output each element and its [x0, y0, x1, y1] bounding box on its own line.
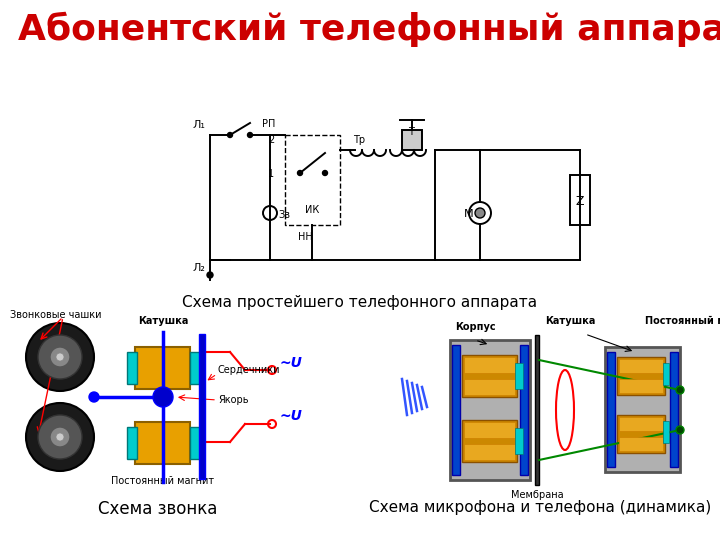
- Text: Катушка: Катушка: [545, 316, 595, 326]
- Circle shape: [26, 323, 94, 391]
- Text: РП: РП: [262, 119, 275, 129]
- Bar: [402, 130, 422, 150]
- Circle shape: [26, 403, 94, 471]
- Circle shape: [323, 171, 328, 176]
- Text: ~U: ~U: [280, 356, 303, 370]
- Circle shape: [207, 272, 213, 278]
- Bar: [605, 347, 680, 472]
- Circle shape: [228, 132, 233, 138]
- Text: Л₂: Л₂: [192, 263, 205, 273]
- Text: Сердечники: Сердечники: [218, 365, 281, 375]
- Text: М: М: [464, 209, 474, 219]
- Text: Мембрана: Мембрана: [510, 490, 563, 500]
- Text: Схема простейшего телефонного аппарата: Схема простейшего телефонного аппарата: [182, 295, 538, 310]
- Bar: [464, 422, 515, 438]
- Bar: [663, 421, 669, 443]
- Circle shape: [56, 433, 64, 441]
- Text: Z: Z: [575, 195, 583, 208]
- Text: T: T: [408, 127, 414, 137]
- Text: ~U: ~U: [280, 409, 303, 423]
- Text: Постоянный магнит: Постоянный магнит: [645, 316, 720, 326]
- Bar: [619, 359, 663, 373]
- Text: Тр: Тр: [353, 135, 365, 145]
- Circle shape: [50, 427, 70, 447]
- Bar: [617, 357, 665, 395]
- Bar: [464, 444, 515, 460]
- Bar: [619, 379, 663, 393]
- Text: 1: 1: [268, 169, 274, 179]
- Bar: [190, 352, 200, 384]
- Text: ИК: ИК: [305, 205, 319, 215]
- Bar: [199, 334, 205, 479]
- Text: 2: 2: [268, 135, 274, 145]
- Circle shape: [153, 387, 173, 407]
- Text: Схема звонка: Схема звонка: [99, 500, 217, 518]
- Bar: [135, 422, 190, 464]
- Text: Звонковые чашки: Звонковые чашки: [10, 310, 102, 320]
- Bar: [135, 347, 190, 389]
- Circle shape: [475, 208, 485, 218]
- Bar: [607, 352, 615, 467]
- Text: Зв: Зв: [278, 210, 290, 220]
- Text: Постоянный магнит: Постоянный магнит: [112, 476, 215, 486]
- Bar: [619, 437, 663, 451]
- Bar: [515, 363, 523, 389]
- Circle shape: [56, 353, 64, 361]
- Bar: [670, 352, 678, 467]
- Bar: [285, 135, 340, 225]
- Bar: [520, 345, 528, 475]
- Circle shape: [297, 171, 302, 176]
- Bar: [619, 417, 663, 431]
- Bar: [450, 340, 530, 480]
- Circle shape: [676, 386, 684, 394]
- Bar: [617, 415, 665, 453]
- Bar: [570, 175, 590, 225]
- Circle shape: [38, 415, 82, 459]
- Text: Корпус: Корпус: [455, 322, 495, 332]
- Bar: [127, 427, 137, 459]
- Bar: [127, 352, 137, 384]
- Text: Абонентский телефонный аппарат: Абонентский телефонный аппарат: [18, 12, 720, 48]
- Bar: [462, 420, 517, 462]
- Bar: [515, 428, 523, 454]
- Circle shape: [676, 426, 684, 434]
- Circle shape: [50, 347, 70, 367]
- Text: НН: НН: [298, 232, 312, 242]
- Text: Катушка: Катушка: [138, 316, 188, 326]
- Bar: [464, 379, 515, 395]
- Text: Схема микрофона и телефона (динамика): Схема микрофона и телефона (динамика): [369, 500, 711, 515]
- Bar: [663, 363, 669, 385]
- Text: Л₁: Л₁: [192, 120, 205, 130]
- Bar: [452, 345, 460, 475]
- Bar: [462, 355, 517, 397]
- Bar: [190, 427, 200, 459]
- Circle shape: [248, 132, 253, 138]
- Text: Якорь: Якорь: [218, 395, 248, 405]
- Bar: [535, 335, 539, 485]
- Bar: [464, 357, 515, 373]
- Circle shape: [89, 392, 99, 402]
- Circle shape: [38, 335, 82, 379]
